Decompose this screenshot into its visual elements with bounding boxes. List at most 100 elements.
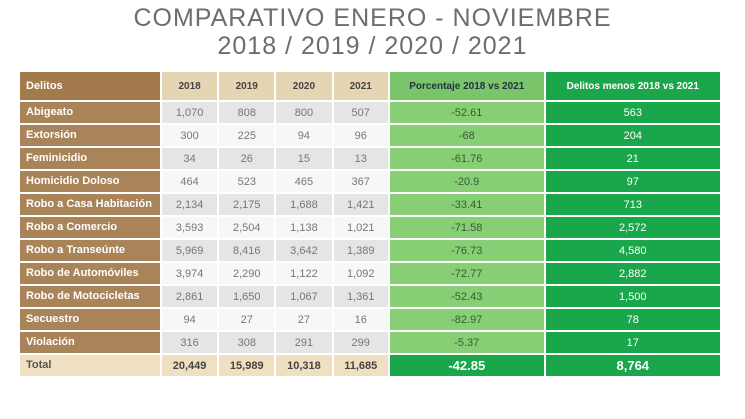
cell: -52.43: [389, 286, 544, 307]
row-label: Robo a Casa Habitación: [20, 194, 160, 215]
row-label: Abigeato: [20, 102, 160, 123]
cell: 2,175: [219, 194, 275, 215]
cell: 1,138: [276, 217, 332, 238]
cell: 5,969: [162, 240, 218, 261]
cell: 507: [333, 102, 388, 123]
cell: 21: [545, 148, 720, 169]
cell: 308: [219, 332, 275, 353]
row-label: Extorsión: [20, 125, 160, 146]
row-label: Robo de Motocicletas: [20, 286, 160, 307]
cell: 96: [333, 125, 388, 146]
cell: 713: [545, 194, 720, 215]
cell: 225: [219, 125, 275, 146]
cell: 2,290: [219, 263, 275, 284]
cell: 316: [162, 332, 218, 353]
column-header: 2018: [162, 72, 218, 100]
row-label: Robo a Comercio: [20, 217, 160, 238]
cell: 17: [545, 332, 720, 353]
cell: 808: [219, 102, 275, 123]
cell: 2,504: [219, 217, 275, 238]
cell: -76.73: [389, 240, 544, 261]
cell: 2,134: [162, 194, 218, 215]
total-label: Total: [20, 355, 160, 376]
table-row: Extorsión 300 225 94 96 -68 204: [20, 125, 720, 146]
cell: -72.77: [389, 263, 544, 284]
column-header: 2021: [333, 72, 388, 100]
total-cell: -42.85: [389, 355, 544, 376]
cell: 367: [333, 171, 388, 192]
cell: 15: [276, 148, 332, 169]
total-row: Total 20,449 15,989 10,318 11,685 -42.85 8,764: [20, 355, 720, 376]
cell: -82.97: [389, 309, 544, 330]
table-row: Robo a Comercio 3,593 2,504 1,138 1,021 -71.5…: [20, 217, 720, 238]
cell: 1,500: [545, 286, 720, 307]
cell: 465: [276, 171, 332, 192]
cell: 26: [219, 148, 275, 169]
cell: 13: [333, 148, 388, 169]
cell: 291: [276, 332, 332, 353]
cell: 300: [162, 125, 218, 146]
cell: -20.9: [389, 171, 544, 192]
cell: -5.37: [389, 332, 544, 353]
total-cell: 10,318: [276, 355, 332, 376]
row-label: Robo de Automóviles: [20, 263, 160, 284]
column-header: Porcentaje 2018 vs 2021: [389, 72, 544, 100]
cell: 204: [545, 125, 720, 146]
table-row: Robo de Motocicletas 2,861 1,650 1,067 1,361…: [20, 286, 720, 307]
cell: 2,861: [162, 286, 218, 307]
cell: 3,593: [162, 217, 218, 238]
table-row: Robo a Casa Habitación 2,134 2,175 1,688 1,4…: [20, 194, 720, 215]
cell: 94: [276, 125, 332, 146]
cell: 1,361: [333, 286, 388, 307]
title: COMPARATIVO ENERO - NOVIEMBRE: [133, 4, 612, 32]
cell: 4,580: [545, 240, 720, 261]
cell: 299: [333, 332, 388, 353]
row-label: Violación: [20, 332, 160, 353]
table-row: Robo de Automóviles 3,974 2,290 1,122 1,092-…: [20, 263, 720, 284]
cell: 8,416: [219, 240, 275, 261]
cell: -71.58: [389, 217, 544, 238]
cell: 523: [219, 171, 275, 192]
total-cell: 15,989: [219, 355, 275, 376]
table-row: Secuestro 94 27 27 16 -82.97 78: [20, 309, 720, 330]
cell: 3,642: [276, 240, 332, 261]
column-header: 2020: [276, 72, 332, 100]
cell: 97: [545, 171, 720, 192]
cell: -61.76: [389, 148, 544, 169]
cell: 800: [276, 102, 332, 123]
cell: 563: [545, 102, 720, 123]
column-header: Delitos menos 2018 vs 2021: [545, 72, 720, 100]
cell: -68: [389, 125, 544, 146]
cell: 27: [219, 309, 275, 330]
cell: 1,122: [276, 263, 332, 284]
cell: 1,389: [333, 240, 388, 261]
cell: 2,572: [545, 217, 720, 238]
cell: -52.61: [389, 102, 544, 123]
cell: 1,092: [333, 263, 388, 284]
table-row: Feminicidio 34 26 15 13 -61.76 21: [20, 148, 720, 169]
row-label: Homicidio Doloso: [20, 171, 160, 192]
cell: 94: [162, 309, 218, 330]
header-row: Delitos 2018 2019 2020 2021 Porcentaje 2018 v…: [20, 72, 720, 100]
table-row: Robo a Transeúnte 5,969 8,416 3,642 1,389 -76…: [20, 240, 720, 261]
title-block: COMPARATIVO ENERO - NOVIEMBRE 2018 / 201…: [0, 4, 745, 60]
cell: 1,421: [333, 194, 388, 215]
cell: -33.41: [389, 194, 544, 215]
cell: 1,021: [333, 217, 388, 238]
cell: 1,650: [219, 286, 275, 307]
row-label: Secuestro: [20, 309, 160, 330]
crime-table: Delitos 2018 2019 2020 2021 Porcentaje 2018 v…: [18, 70, 722, 378]
column-header: 2019: [219, 72, 275, 100]
total-cell: 8,764: [545, 355, 720, 376]
cell: 78: [545, 309, 720, 330]
cell: 1,688: [276, 194, 332, 215]
cell: 2,882: [545, 263, 720, 284]
cell: 3,974: [162, 263, 218, 284]
cell: 1,070: [162, 102, 218, 123]
subtitle: 2018 / 2019 / 2020 / 2021: [217, 32, 528, 60]
total-cell: 11,685: [333, 355, 388, 376]
cell: 27: [276, 309, 332, 330]
row-label: Robo a Transeúnte: [20, 240, 160, 261]
row-label: Feminicidio: [20, 148, 160, 169]
